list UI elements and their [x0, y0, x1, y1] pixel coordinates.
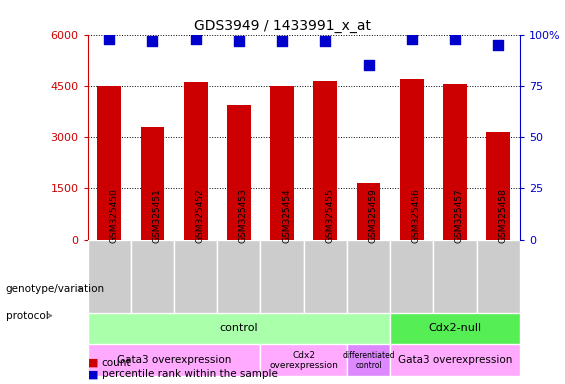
Text: GDS3949 / 1433991_x_at: GDS3949 / 1433991_x_at — [194, 19, 371, 33]
Text: GSM325459: GSM325459 — [368, 189, 377, 243]
Bar — [357, 183, 380, 240]
Point — [364, 62, 373, 68]
Bar — [314, 81, 337, 240]
Text: ■: ■ — [88, 369, 98, 379]
Text: GSM325458: GSM325458 — [498, 189, 507, 243]
Bar — [218, 240, 260, 313]
Text: Gata3 overexpression: Gata3 overexpression — [117, 355, 231, 365]
Text: protocol: protocol — [6, 311, 49, 321]
Bar — [304, 240, 347, 313]
Text: GSM325454: GSM325454 — [282, 189, 291, 243]
Bar — [270, 86, 294, 240]
Point — [191, 36, 200, 42]
Text: GSM325455: GSM325455 — [325, 189, 334, 243]
Bar — [433, 240, 477, 313]
Bar — [260, 344, 347, 376]
Text: GSM325457: GSM325457 — [455, 189, 464, 243]
Text: GSM325451: GSM325451 — [153, 189, 162, 243]
Point — [407, 36, 416, 42]
Text: Cdx2
overexpression: Cdx2 overexpression — [270, 351, 338, 370]
Text: differentiated
control: differentiated control — [342, 351, 395, 370]
Point — [105, 36, 114, 42]
Bar — [131, 240, 174, 313]
Text: Cdx2-null: Cdx2-null — [428, 323, 481, 333]
Bar — [97, 86, 121, 240]
Bar — [400, 79, 424, 240]
Text: GSM325456: GSM325456 — [412, 189, 421, 243]
Bar — [88, 344, 260, 376]
Bar — [443, 84, 467, 240]
Text: GSM325452: GSM325452 — [195, 189, 205, 243]
Text: GSM325453: GSM325453 — [239, 189, 248, 243]
Point — [277, 38, 286, 44]
Bar — [477, 240, 520, 313]
Bar — [347, 240, 390, 313]
Text: percentile rank within the sample: percentile rank within the sample — [102, 369, 277, 379]
Bar — [141, 127, 164, 240]
Point — [450, 36, 459, 42]
Text: control: control — [220, 323, 258, 333]
Text: genotype/variation: genotype/variation — [6, 284, 105, 294]
Bar — [88, 240, 131, 313]
Text: GSM325450: GSM325450 — [109, 189, 118, 243]
Bar — [390, 240, 433, 313]
Bar — [486, 132, 510, 240]
Bar — [88, 313, 390, 344]
Point — [494, 42, 503, 48]
Text: ■: ■ — [88, 358, 98, 368]
Bar — [390, 313, 520, 344]
Text: Gata3 overexpression: Gata3 overexpression — [398, 355, 512, 365]
Bar — [227, 104, 251, 240]
Bar — [390, 344, 520, 376]
Bar — [174, 240, 217, 313]
Point — [321, 38, 330, 44]
Bar — [184, 83, 207, 240]
Point — [234, 38, 244, 44]
Point — [148, 38, 157, 44]
Bar — [347, 344, 390, 376]
Text: count: count — [102, 358, 131, 368]
Bar — [260, 240, 304, 313]
